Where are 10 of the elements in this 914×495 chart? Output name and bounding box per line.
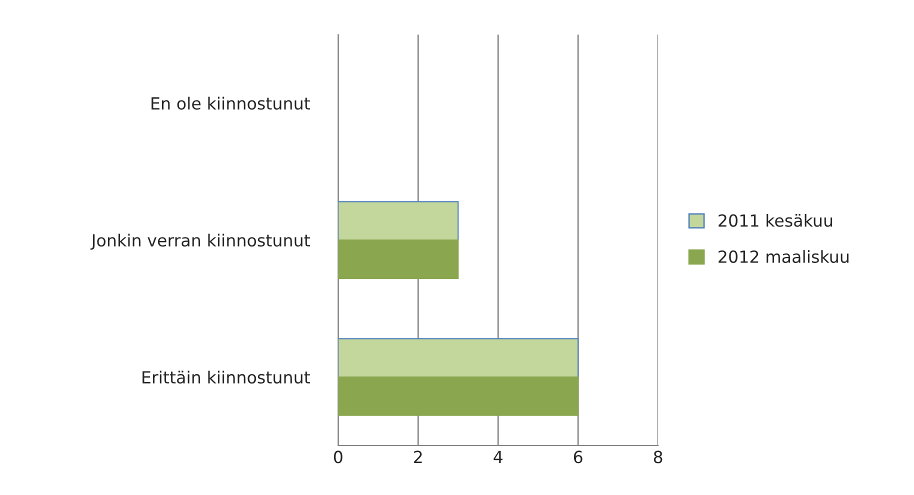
x-tick-label: 6 — [574, 450, 582, 464]
y-tick-label: Jonkin verran kiinnostunut — [90, 234, 310, 250]
x-tick-label: 0 — [334, 450, 342, 464]
legend-label: 2012 maaliskuu — [718, 250, 848, 263]
x-tick-label: 4 — [494, 450, 502, 464]
y-tick-label: Erittäin kiinnostunut — [142, 370, 310, 384]
y-tick-label: En ole kiinnostunut — [152, 96, 310, 110]
legend-label: 2011 kesäkuu — [718, 214, 832, 227]
x-tick-label: 2 — [414, 450, 422, 464]
x-tick-label: 8 — [654, 450, 662, 464]
